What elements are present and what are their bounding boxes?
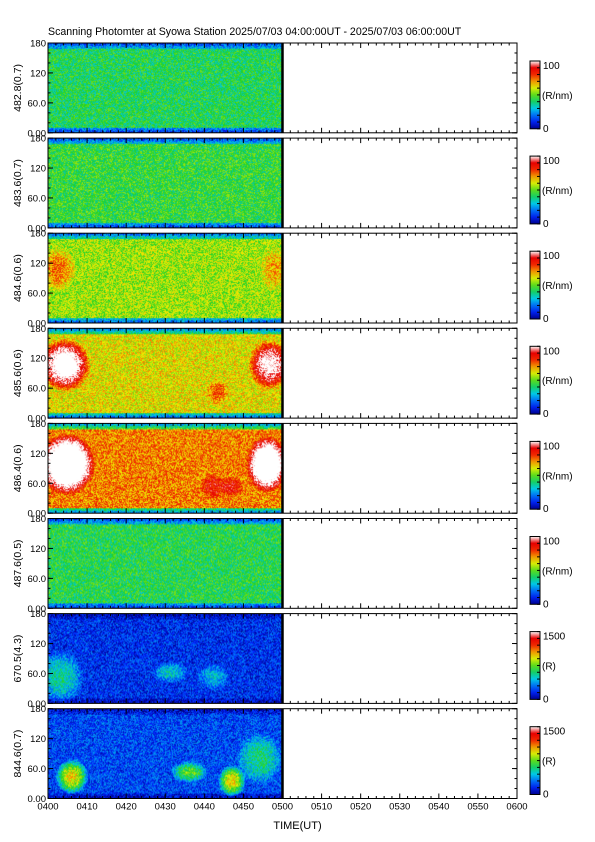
x-tick-label: 0540 (428, 802, 449, 813)
x-tick-label: 0510 (311, 802, 332, 813)
y-tick-label: 120 (30, 449, 46, 460)
y-tick-label: 60.0 (28, 574, 47, 585)
colorbar-min-label: 0 (543, 790, 549, 801)
y-tick-label: 180 (30, 324, 46, 335)
panel-label: 844.6(0.7) (12, 730, 24, 778)
y-tick-label: 180 (30, 134, 46, 145)
heatmap-image-2 (48, 138, 283, 228)
colorbar-max-label: 100 (543, 346, 560, 357)
panel-7: 0.00 60.0 120 180 670.5(4.3) 1500 0 (R) (12, 609, 566, 710)
panel-3: 0.00 60.0 120 180 484.6(0.6) 100 0 (R/nm) (12, 229, 573, 330)
colorbar-min-label: 0 (543, 504, 549, 515)
chart-title: Scanning Photomter at Syowa Station 2025… (48, 26, 462, 38)
y-tick-label: 120 (30, 68, 46, 79)
x-tick-label: 0450 (233, 802, 254, 813)
colorbar-unit-label: (R/nm) (542, 91, 573, 102)
y-tick-label: 0.00 (28, 604, 47, 615)
x-tick-label: 0440 (194, 802, 215, 813)
y-tick-label: 0.00 (28, 794, 47, 805)
colorbar-unit-label: (R/nm) (542, 281, 573, 292)
y-tick-label: 180 (30, 39, 46, 50)
colorbar-unit-label: (R/nm) (542, 471, 573, 482)
y-tick-label: 0.00 (28, 128, 47, 139)
colorbar-max-label: 100 (543, 537, 560, 548)
x-tick-label: 0600 (506, 802, 527, 813)
x-tick-label: 0420 (116, 802, 137, 813)
panel-label: 487.6(0.5) (12, 539, 24, 587)
colorbar-unit-label: (R/nm) (542, 186, 573, 197)
panel-label: 484.6(0.6) (12, 254, 24, 302)
y-tick-label: 0.00 (28, 509, 47, 520)
colorbar-max-label: 100 (543, 441, 560, 452)
panel-label: 486.4(0.6) (12, 444, 24, 492)
x-tick-label: 0430 (155, 802, 176, 813)
panel-4: 0.00 60.0 120 180 485.6(0.6) 100 0 (R/nm) (12, 324, 573, 425)
colorbar-min-label: 0 (543, 314, 549, 325)
x-tick-label: 0500 (272, 802, 293, 813)
colorbar-unit-label: (R) (542, 662, 556, 673)
x-tick-label: 0410 (77, 802, 98, 813)
y-tick-label: 180 (30, 514, 46, 525)
heatmap-image-3 (48, 233, 283, 323)
y-tick-label: 120 (30, 164, 46, 175)
y-tick-label: 60.0 (28, 669, 47, 680)
panel-label: 670.5(4.3) (12, 635, 24, 683)
panel-2: 0.00 60.0 120 180 483.6(0.7) 100 0 (R/nm) (12, 134, 573, 235)
y-tick-label: 120 (30, 354, 46, 365)
y-tick-label: 0.00 (28, 223, 47, 234)
colorbar-min-label: 0 (543, 694, 549, 705)
y-tick-label: 0.00 (28, 414, 47, 425)
y-tick-label: 120 (30, 639, 46, 650)
panel-1: 0.00 60.0 120 180 482.8(0.7) 100 0 (R/nm) (12, 39, 573, 140)
y-tick-label: 60.0 (28, 479, 47, 490)
y-tick-label: 60.0 (28, 384, 47, 395)
y-tick-label: 120 (30, 259, 46, 270)
y-tick-label: 180 (30, 419, 46, 430)
y-tick-label: 0.00 (28, 699, 47, 710)
y-tick-label: 120 (30, 544, 46, 555)
y-tick-label: 180 (30, 704, 46, 715)
colorbar-min-label: 0 (543, 124, 549, 135)
y-tick-label: 60.0 (28, 764, 47, 775)
x-tick-label: 0550 (467, 802, 488, 813)
y-tick-label: 180 (30, 229, 46, 240)
colorbar-max-label: 1500 (543, 727, 566, 738)
panel-8: 0.00 60.0 120 180 844.6(0.7) 1500 0 (R) (12, 704, 566, 805)
y-tick-label: 180 (30, 609, 46, 620)
colorbar-min-label: 0 (543, 219, 549, 230)
panel-label: 483.6(0.7) (12, 159, 24, 207)
heatmap-image-5 (48, 423, 283, 514)
panel-6: 0.00 60.0 120 180 487.6(0.5) 100 0 (R/nm) (12, 514, 573, 615)
heatmap-image-7 (48, 613, 283, 704)
heatmap-image-4 (48, 328, 283, 419)
colorbar-min-label: 0 (543, 409, 549, 420)
x-axis-label: TIME(UT) (273, 820, 322, 832)
colorbar-unit-label: (R/nm) (542, 376, 573, 387)
y-tick-label: 60.0 (28, 98, 47, 109)
colorbar-unit-label: (R) (542, 757, 556, 768)
panel-label: 482.8(0.7) (12, 64, 24, 112)
panel-5: 0.00 60.0 120 180 486.4(0.6) 100 0 (R/nm) (12, 419, 573, 520)
x-tick-label: 0520 (350, 802, 371, 813)
y-tick-label: 0.00 (28, 319, 47, 330)
y-tick-label: 120 (30, 734, 46, 745)
heatmap-image-8 (48, 708, 283, 799)
panel-label: 485.6(0.6) (12, 349, 24, 397)
y-tick-label: 60.0 (28, 289, 47, 300)
colorbar-max-label: 100 (543, 61, 560, 72)
colorbar-max-label: 100 (543, 156, 560, 167)
colorbar-unit-label: (R/nm) (542, 566, 573, 577)
heatmap-image-1 (48, 43, 283, 133)
y-tick-label: 60.0 (28, 193, 47, 204)
x-tick-label: 0530 (389, 802, 410, 813)
colorbar-max-label: 100 (543, 251, 560, 262)
colorbar-max-label: 1500 (543, 632, 566, 643)
x-tick-label: 0400 (37, 802, 58, 813)
colorbar-min-label: 0 (543, 599, 549, 610)
heatmap-image-6 (48, 518, 283, 609)
